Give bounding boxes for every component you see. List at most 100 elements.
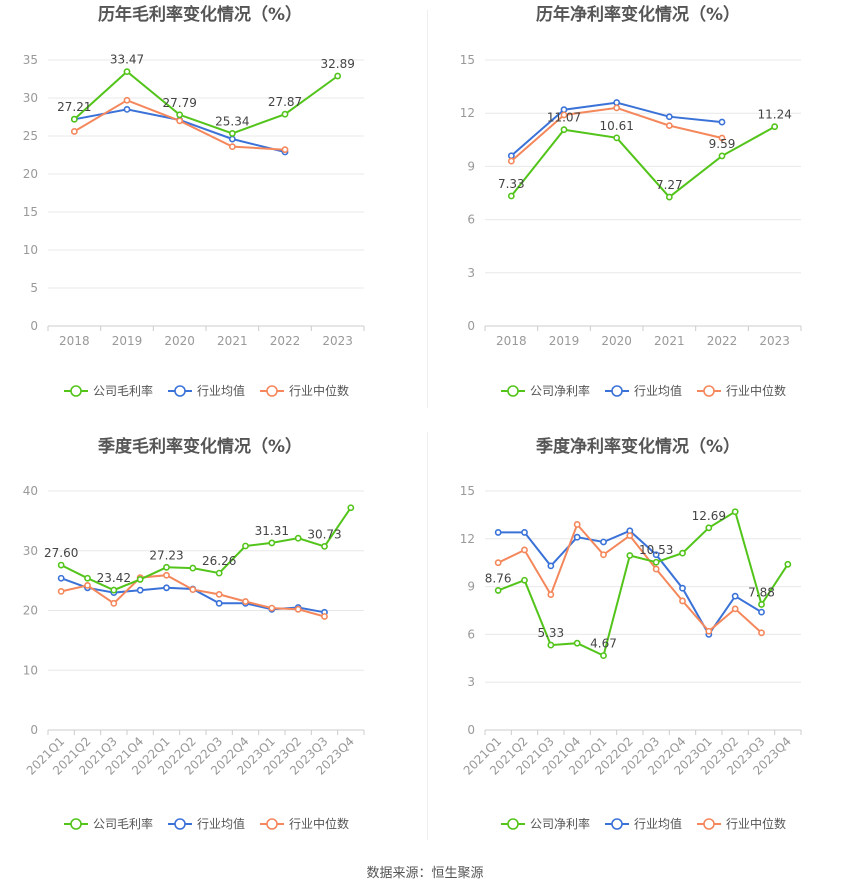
annual-gross-margin-svg: 历年毛利率变化情况（%） 0 5 10 15 20 25 30 35 2018 2019 2020 20… [23,4,365,398]
data-point [758,629,765,637]
data-label: 11.24 [757,108,791,122]
data-point [626,532,634,540]
legend-marker-icon [611,385,623,397]
legend-label: 行业均值 [197,816,245,831]
data-label: 27.23 [149,548,183,562]
legend-item: 行业中位数 [697,816,786,831]
data-point [123,68,131,76]
series-line [510,125,776,199]
data-label: 7.27 [656,178,683,192]
data-point [321,613,328,620]
data-point [494,587,502,594]
x-tick-label: 2023 [759,334,790,348]
legend-marker-icon [174,818,186,830]
data-label: 11.07 [547,111,581,125]
x-tick-label: 2019 [112,334,143,348]
x-tick-label: 2023 [322,334,353,348]
data-label: 4.67 [590,637,617,651]
data-point [57,587,65,595]
y-tick-label: 3 [467,266,475,280]
data-point [547,591,555,598]
data-label: 23.42 [97,571,131,585]
data-point [123,106,131,113]
data-label: 10.61 [599,119,633,133]
legend-label: 行业均值 [197,383,245,398]
data-point [70,128,78,135]
y-tick-label: 35 [23,53,38,67]
data-point [613,99,621,106]
data-point [731,592,739,600]
y-tick-label: 10 [23,663,38,677]
data-label: 5.33 [537,626,564,640]
data-point [600,538,607,546]
y-tick-label: 20 [23,604,38,618]
data-point [573,533,581,541]
data-point [665,193,673,201]
data-point [268,604,276,612]
data-point [281,146,289,154]
data-label: 26.26 [202,554,236,568]
data-point [294,534,302,542]
data-point [573,521,581,528]
data-label: 33.47 [110,53,144,67]
data-point [600,652,607,659]
legend-item: 行业中位数 [260,383,349,398]
legend-item: 公司净利率 [501,383,590,398]
data-point [110,599,118,607]
data-point [110,586,118,594]
data-point [294,605,302,613]
y-tick-label: 9 [467,159,475,173]
data-point [573,639,581,647]
chart-title: 历年净利率变化情况（%） [536,4,740,25]
data-point [507,157,515,165]
legend-marker-icon [703,385,715,397]
data-label: 32.89 [320,57,354,71]
data-point [215,599,223,607]
data-point [57,574,65,582]
data-point [228,130,236,137]
data-point [626,552,634,559]
data-point [163,563,170,571]
data-point [547,562,555,570]
y-tick-label: 12 [460,106,475,120]
chart-title: 季度净利率变化情况（%） [536,436,740,457]
x-tick-label: 2018 [59,334,90,348]
y-tick-label: 25 [23,129,38,143]
data-point [705,627,713,635]
x-tick-label: 2018 [496,334,527,348]
data-label: 27.60 [44,546,78,560]
data-point [521,546,528,554]
chart-annual-gross-margin: 历年毛利率变化情况（%） 0 5 10 15 20 25 30 35 2018 2019 2020 20… [0,0,425,408]
chart-quarterly-net-margin: 季度净利率变化情况（%） 0 3 6 9 12 15 2021Q1 2021Q2 2021Q3 20… [425,430,850,850]
chart-quarterly-gross-margin: 季度毛利率变化情况（%） 0 10 20 30 40 2021Q1 2021Q2 2021Q3 2… [0,430,425,850]
data-point [652,558,660,566]
legend-item: 行业均值 [168,816,245,831]
data-point [507,192,515,200]
data-point [494,559,502,567]
x-tick-label: 2021 [654,334,685,348]
y-tick-label: 30 [23,91,38,105]
data-point [718,118,726,126]
data-point [242,598,249,605]
y-tick-label: 15 [460,484,475,498]
y-tick-label: 0 [30,319,38,333]
data-point [600,551,607,559]
legend-marker-icon [70,385,82,397]
data-label: 9.59 [709,137,736,151]
data-point [136,576,144,583]
x-tick-label: 2022 [270,334,301,348]
chart-title: 季度毛利率变化情况（%） [98,436,302,457]
y-tick-label: 10 [23,243,38,257]
y-tick-label: 40 [23,484,38,498]
data-label: 7.33 [498,177,525,191]
legend-marker-icon [266,385,278,397]
legend-item: 行业中位数 [260,816,349,831]
data-point [136,586,144,594]
legend-label: 公司毛利率 [93,383,153,398]
annual-net-margin-svg: 历年净利率变化情况（%） 0 3 6 9 12 15 2018 2019 2020 2021 2022… [460,4,802,398]
legend-label: 行业中位数 [726,816,786,831]
chart-title: 历年毛利率变化情况（%） [98,4,302,25]
legend-item: 公司毛利率 [64,383,153,398]
legend-label: 行业中位数 [289,816,349,831]
legend-item: 行业均值 [168,383,245,398]
